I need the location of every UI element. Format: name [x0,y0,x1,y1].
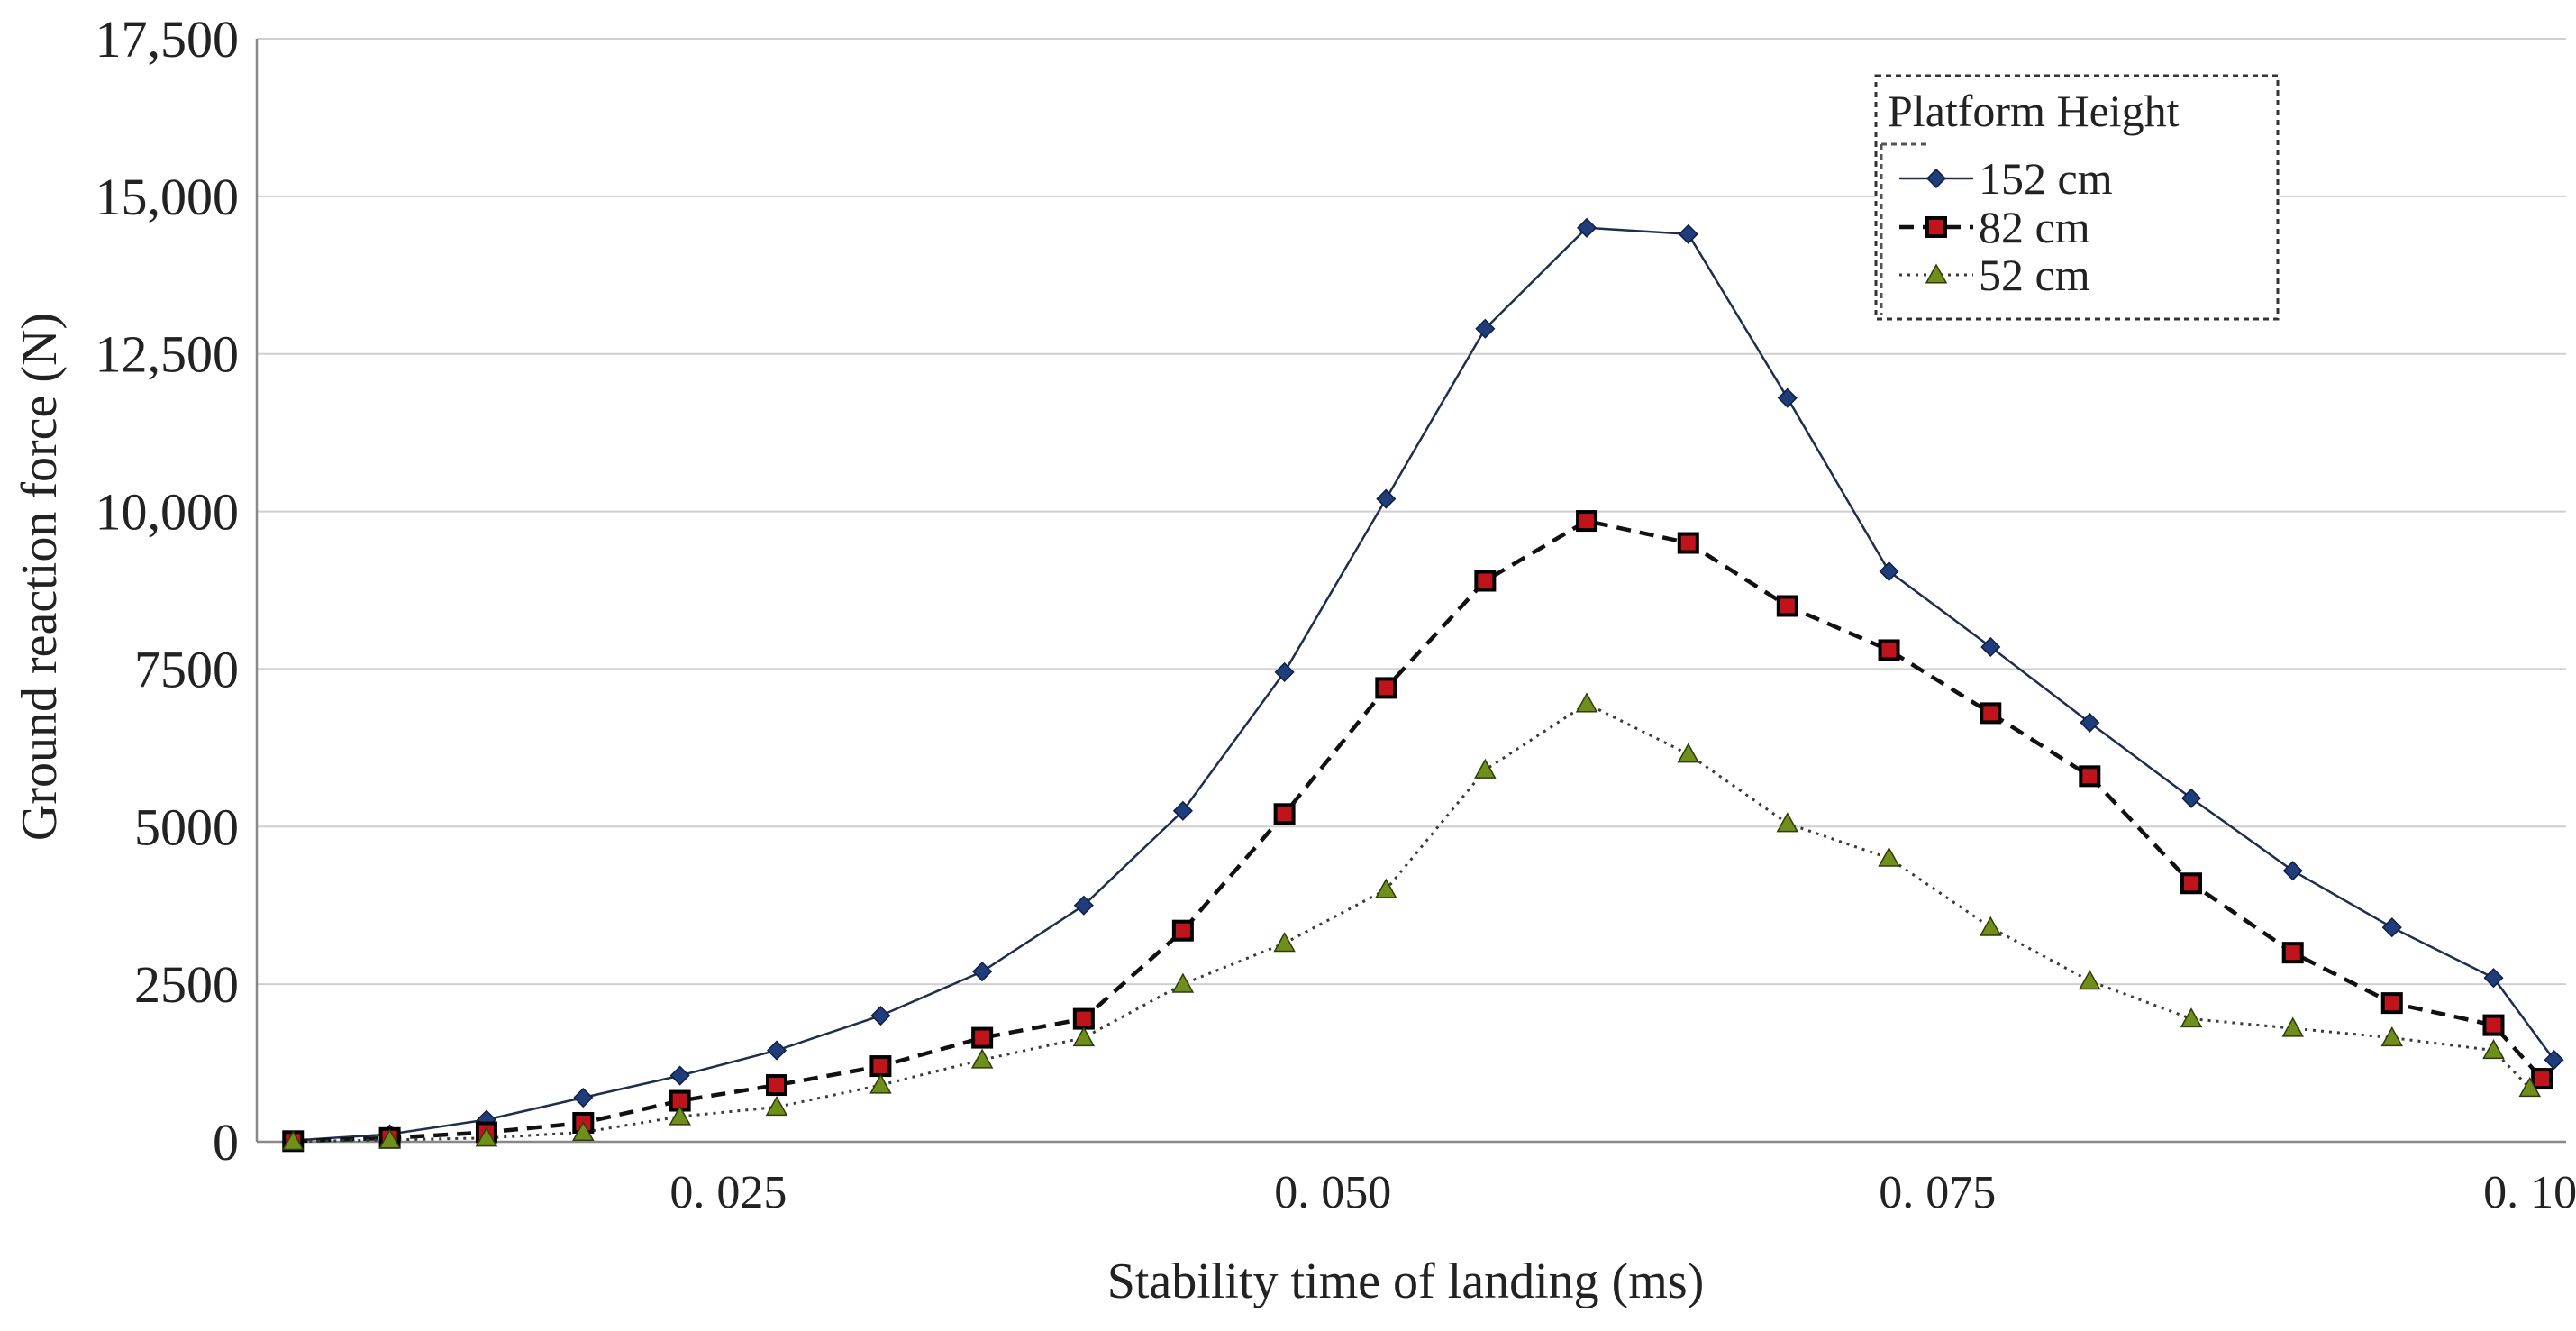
legend-title: Platform Height [1888,86,2180,136]
data-point-square [1075,1010,1093,1028]
data-point-triangle [1778,814,1798,832]
data-point-triangle [2483,1041,2503,1059]
data-point-square [2484,1016,2502,1035]
data-point-triangle [1475,760,1495,778]
data-point-diamond [1981,638,1999,656]
data-point-triangle [1074,1028,1094,1046]
data-point-triangle [2283,1018,2303,1036]
y-tick-label: 10,000 [96,483,240,542]
legend-label: 82 cm [1979,202,2090,252]
data-point-diamond [1679,225,1698,243]
y-axis-title: Ground reaction force (N) [12,313,68,841]
x-tick-label: 0. 025 [669,1167,787,1218]
data-point-triangle [1980,917,2000,935]
data-point-diamond [574,1089,592,1107]
legend-marker-square [1927,218,1945,236]
data-point-square [1779,597,1797,615]
y-tick-label: 0 [213,1113,239,1171]
x-tick-label: 0. 100 [2483,1167,2576,1218]
data-point-diamond [1377,490,1395,508]
data-point-square [1377,679,1395,697]
y-tick-label: 17,500 [96,10,240,68]
data-point-square [2383,994,2401,1012]
data-point-diamond [1779,389,1797,407]
x-tick-label: 0. 050 [1274,1167,1391,1218]
data-point-square [973,1029,991,1047]
data-point-triangle [1376,880,1396,898]
data-point-square [1276,805,1294,823]
data-point-diamond [2545,1051,2563,1069]
data-point-triangle [1679,744,1698,762]
data-point-diamond [2284,862,2302,880]
data-point-triangle [767,1098,787,1116]
data-point-square [1476,572,1494,590]
data-point-diamond [671,1067,689,1085]
data-point-triangle [1275,934,1295,952]
y-tick-label: 5000 [134,798,239,856]
data-point-square [1174,922,1192,940]
series-line-0 [293,228,2553,1141]
data-point-square [768,1076,786,1094]
data-point-square [1981,704,1999,722]
data-point-diamond [871,1007,889,1025]
data-point-square [1880,641,1898,659]
x-tick-label: 0. 075 [1879,1167,1996,1218]
x-axis-title: Stability time of landing (ms) [1107,1254,1705,1309]
data-point-diamond [2080,714,2098,732]
data-point-square [1578,512,1596,530]
series-line-1 [293,521,2542,1141]
data-point-square [2533,1070,2551,1088]
y-tick-label: 12,500 [96,325,240,384]
y-tick-label: 7500 [134,640,239,698]
series-markers [283,219,2562,1150]
data-point-triangle [1173,974,1193,992]
y-tick-label: 2500 [134,955,239,1014]
data-point-square [871,1057,889,1075]
data-point-triangle [972,1050,992,1068]
data-point-diamond [1880,562,1898,580]
data-point-square [2182,874,2200,892]
data-point-triangle [1577,694,1597,712]
data-point-square [2080,767,2098,785]
legend-label: 152 cm [1979,153,2113,204]
data-point-triangle [1880,848,1899,866]
data-point-triangle [2181,1009,2201,1027]
data-point-triangle [2080,971,2099,989]
data-point-diamond [1276,663,1294,681]
legend-label: 52 cm [1979,250,2090,300]
data-point-diamond [973,962,991,980]
y-tick-label: 15,000 [96,168,240,226]
data-point-diamond [2182,789,2200,807]
data-point-triangle [870,1075,890,1093]
data-point-square [1679,534,1698,552]
data-point-triangle [2382,1028,2402,1046]
series-lines [293,228,2553,1142]
data-point-diamond [2383,918,2401,936]
series-line-2 [293,704,2529,1142]
data-point-diamond [768,1042,786,1060]
data-point-square [2284,944,2302,962]
